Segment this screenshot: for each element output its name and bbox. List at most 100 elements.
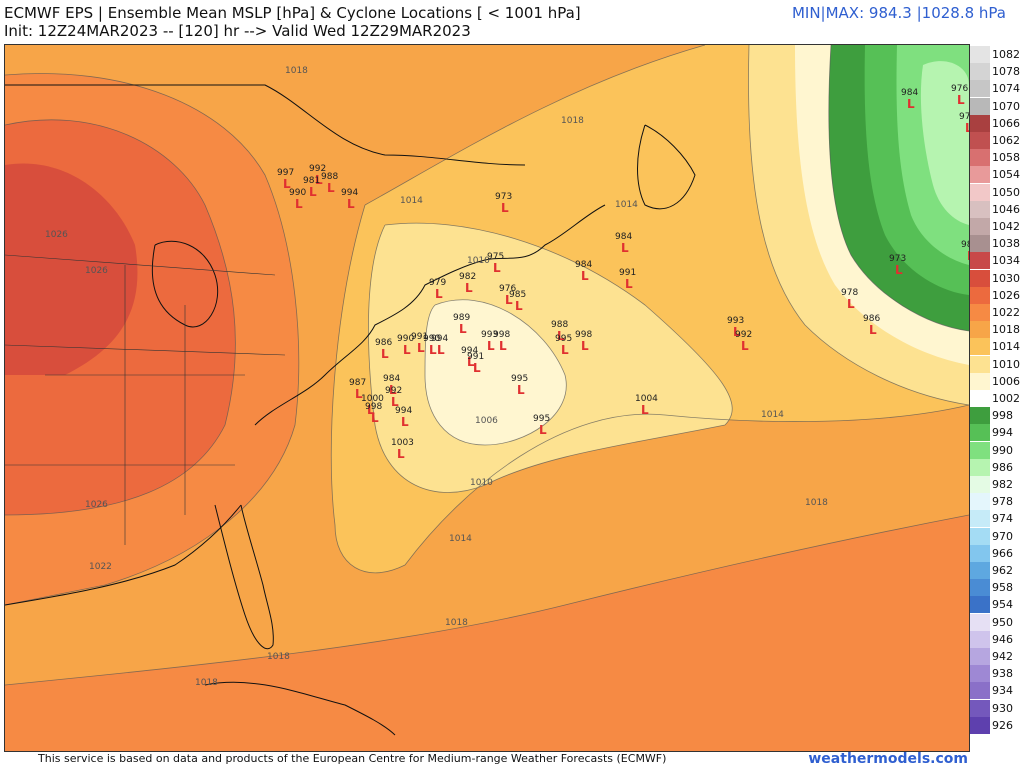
cyclone-pressure-label: 992 xyxy=(385,386,402,396)
legend-value: 1006 xyxy=(992,374,1020,388)
legend-row: 954 xyxy=(970,596,1022,614)
great-lakes xyxy=(151,240,219,328)
field-986 xyxy=(920,61,969,225)
isobar-label: 1018 xyxy=(805,498,828,508)
legend-row: 1082 xyxy=(970,46,1022,63)
low-center-icon: L xyxy=(557,329,565,343)
low-center-icon: L xyxy=(435,287,443,301)
legend-value: 1054 xyxy=(992,168,1020,182)
legend-swatch xyxy=(970,338,990,356)
us-east-coast xyxy=(254,204,606,426)
legend-swatch xyxy=(970,613,990,631)
legend-value: 990 xyxy=(992,443,1013,457)
legend-value: 954 xyxy=(992,598,1013,612)
low-center-icon: L xyxy=(581,269,589,283)
isobar-label: 1010 xyxy=(470,478,493,488)
low-center-icon: L xyxy=(327,181,335,195)
low-center-icon: L xyxy=(493,261,501,275)
isobar-label: 1018 xyxy=(561,116,584,126)
legend-value: 1062 xyxy=(992,134,1020,147)
legend-value: 934 xyxy=(992,684,1013,698)
legend-row: 1038 xyxy=(970,235,1022,253)
low-center-icon: L xyxy=(561,343,569,357)
cyclone-pressure-label: 976 xyxy=(499,284,516,294)
cyclone-pressure-label: 975 xyxy=(487,252,504,262)
florida-coast xyxy=(214,504,274,650)
cyclone-pressure-label: 994 xyxy=(431,334,448,344)
cyclone-pressure-label: 987 xyxy=(349,378,366,388)
legend-swatch xyxy=(970,476,990,493)
legend-swatch xyxy=(970,407,990,425)
cyclone-pressure-label: 994 xyxy=(395,406,412,416)
legend-value: 942 xyxy=(992,650,1013,663)
field-1022-south xyxy=(5,515,969,751)
low-center-icon: L xyxy=(741,339,749,353)
legend-row: 1006 xyxy=(970,372,1022,390)
legend-value: 1018 xyxy=(992,323,1020,337)
cyclone-pressure-label: 981 xyxy=(303,176,320,186)
cyclone-pressure-label: 986 xyxy=(375,338,392,348)
legend-value: 970 xyxy=(992,529,1013,543)
legend-swatch xyxy=(970,596,990,614)
legend-value: 1042 xyxy=(992,220,1020,233)
cyclone-pressure-label: 991 xyxy=(411,332,428,342)
cyclone-pressure-label: 995 xyxy=(533,414,550,424)
field-1030-west xyxy=(5,163,138,375)
legend-value: 1038 xyxy=(992,237,1020,251)
low-center-icon: L xyxy=(965,121,969,135)
low-center-icon: L xyxy=(467,355,475,369)
isobar-label: 1026 xyxy=(85,266,108,276)
low-center-icon: L xyxy=(367,403,375,417)
low-center-icon: L xyxy=(391,395,399,409)
low-center-icon: L xyxy=(417,341,425,355)
legend-swatch xyxy=(970,510,990,528)
cyclone-pressure-label: 973 xyxy=(495,192,512,202)
legend-row: 1050 xyxy=(970,183,1022,201)
legend-value: 986 xyxy=(992,460,1013,474)
cyclone-pressure-label: 979 xyxy=(429,278,446,288)
legend-value: 926 xyxy=(992,718,1013,732)
cyclone-pressure-label: 998 xyxy=(365,402,382,412)
cyclone-pressure-label: 992 xyxy=(735,330,752,340)
brand-link[interactable]: weathermodels.com xyxy=(808,751,968,767)
cyclone-pressure-label: 998 xyxy=(493,330,510,340)
isobar-label: 1022 xyxy=(89,562,112,572)
legend-value: 1082 xyxy=(992,48,1020,61)
cyclone-pressure-label: 978 xyxy=(841,288,858,298)
legend-swatch xyxy=(970,97,990,115)
legend-row: 966 xyxy=(970,544,1022,562)
cyclone-pressure-label: 995 xyxy=(555,334,572,344)
legend-swatch xyxy=(970,355,990,373)
legend-row: 1030 xyxy=(970,269,1022,287)
low-center-icon: L xyxy=(517,383,525,397)
low-center-icon: L xyxy=(501,201,509,215)
legend-row: 1042 xyxy=(970,218,1022,235)
cyclone-pressure-label: 984 xyxy=(901,88,918,98)
low-center-icon: L xyxy=(581,339,589,353)
isobar-label: 1014 xyxy=(615,200,638,210)
legend-row: 930 xyxy=(970,699,1022,717)
legend-row: 978 xyxy=(970,493,1022,511)
low-center-icon: L xyxy=(347,197,355,211)
isobar-label: 1014 xyxy=(449,534,472,544)
low-center-icon: L xyxy=(621,241,629,255)
isobar-label: 1018 xyxy=(285,66,308,76)
cyclone-pressure-label: 998 xyxy=(575,330,592,340)
cyclone-pressure-label: 984 xyxy=(961,240,969,250)
pressure-legend: 1082 1078 1074 1070 1066 1062 1058 1054 1050 1046… xyxy=(970,46,1022,752)
legend-value: 1050 xyxy=(992,185,1020,199)
legend-row: 1058 xyxy=(970,149,1022,167)
legend-value: 950 xyxy=(992,615,1013,629)
legend-swatch xyxy=(970,46,990,63)
legend-value: 966 xyxy=(992,546,1013,560)
low-center-icon: L xyxy=(429,343,437,357)
cyclone-pressure-label: 988 xyxy=(321,172,338,182)
newfoundland xyxy=(637,124,696,210)
cyclone-pressure-label: 986 xyxy=(863,314,880,324)
legend-swatch xyxy=(970,493,990,511)
legend-value: 1010 xyxy=(992,357,1020,371)
gulf-coast xyxy=(5,504,242,606)
low-center-icon: L xyxy=(505,293,513,307)
ecmwf-credit: This service is based on data and produc… xyxy=(38,752,667,765)
legend-swatch xyxy=(970,218,990,235)
